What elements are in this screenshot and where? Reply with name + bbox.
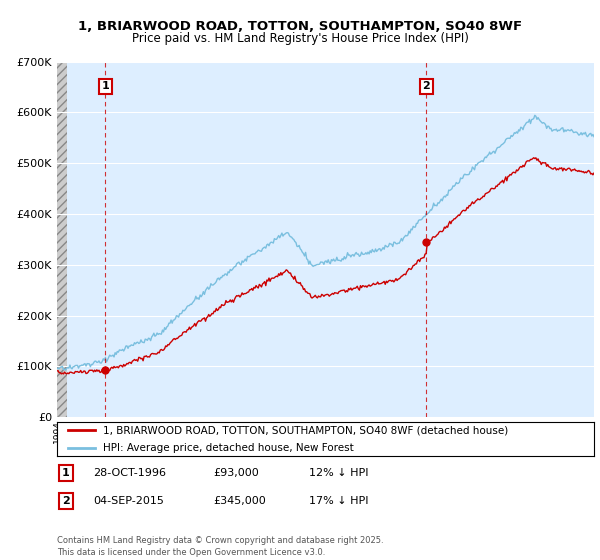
Text: 2: 2 bbox=[62, 496, 70, 506]
Text: 1, BRIARWOOD ROAD, TOTTON, SOUTHAMPTON, SO40 8WF: 1, BRIARWOOD ROAD, TOTTON, SOUTHAMPTON, … bbox=[78, 20, 522, 32]
Text: 17% ↓ HPI: 17% ↓ HPI bbox=[309, 496, 368, 506]
Text: Price paid vs. HM Land Registry's House Price Index (HPI): Price paid vs. HM Land Registry's House … bbox=[131, 32, 469, 45]
Text: £345,000: £345,000 bbox=[213, 496, 266, 506]
Text: HPI: Average price, detached house, New Forest: HPI: Average price, detached house, New … bbox=[103, 443, 353, 452]
Text: 04-SEP-2015: 04-SEP-2015 bbox=[93, 496, 164, 506]
Text: 1: 1 bbox=[101, 82, 109, 91]
Bar bbox=[57, 62, 67, 417]
Text: 2: 2 bbox=[422, 82, 430, 91]
Text: 1: 1 bbox=[62, 468, 70, 478]
Text: 28-OCT-1996: 28-OCT-1996 bbox=[93, 468, 166, 478]
Text: Contains HM Land Registry data © Crown copyright and database right 2025.
This d: Contains HM Land Registry data © Crown c… bbox=[57, 536, 383, 557]
Text: 12% ↓ HPI: 12% ↓ HPI bbox=[309, 468, 368, 478]
Text: £93,000: £93,000 bbox=[213, 468, 259, 478]
Text: 1, BRIARWOOD ROAD, TOTTON, SOUTHAMPTON, SO40 8WF (detached house): 1, BRIARWOOD ROAD, TOTTON, SOUTHAMPTON, … bbox=[103, 426, 508, 435]
